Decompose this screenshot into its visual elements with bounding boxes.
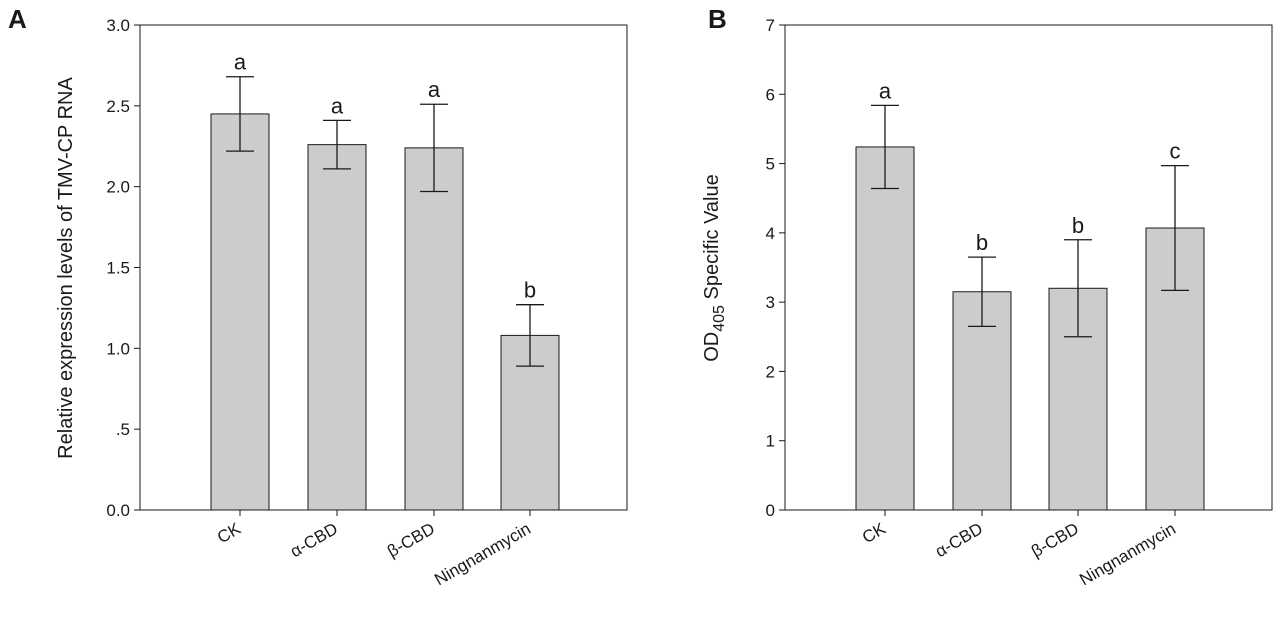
bar-1 xyxy=(210,113,270,511)
significance-letter-4: b xyxy=(524,278,536,303)
category-label-2: α-CBD xyxy=(932,519,986,561)
bar-2 xyxy=(307,144,367,511)
panel-a-bars: a CK a α-CBD a β-CBD b Ningnanmycin xyxy=(210,50,560,589)
panel-b-y-axis-title: OD405 Specific Value xyxy=(701,174,728,362)
panel-b-plot-frame xyxy=(784,24,1273,511)
y-tick-label: 1.0 xyxy=(106,339,130,358)
panel-b-y-ticks: 0 1 2 3 4 5 6 7 xyxy=(766,16,785,520)
category-label-4: Ningnanmycin xyxy=(1076,519,1179,589)
panel-b-y-axis-title-prefix: OD xyxy=(701,332,723,362)
y-tick-label: 6 xyxy=(766,85,775,104)
panel-b-bars: a CK b α-CBD b β-CBD c Ningnanmycin xyxy=(855,78,1205,589)
significance-letter-3: b xyxy=(1072,213,1084,238)
significance-letter-1: a xyxy=(879,78,892,103)
panel-b-y-axis-title-suffix: Specific Value xyxy=(701,174,723,305)
category-label-2: α-CBD xyxy=(287,519,341,561)
significance-letter-4: c xyxy=(1170,139,1181,164)
significance-letter-2: b xyxy=(976,230,988,255)
y-tick-label: 7 xyxy=(766,16,775,35)
bar-3 xyxy=(404,147,464,511)
category-label-3: β-CBD xyxy=(1028,519,1082,561)
significance-letter-2: a xyxy=(331,93,344,118)
panel-a: A Relative expression levels of TMV-CP R… xyxy=(8,4,628,589)
bar-1 xyxy=(855,146,915,511)
panel-a-y-ticks: 0.0 .5 1.0 1.5 2.0 2.5 3.0 xyxy=(106,16,140,520)
y-tick-label: 3.0 xyxy=(106,16,130,35)
panel-b-label: B xyxy=(708,4,727,34)
category-label-1: CK xyxy=(859,519,890,548)
y-tick-label: 3 xyxy=(766,293,775,312)
y-tick-label: 0.0 xyxy=(106,501,130,520)
y-tick-label: 1.5 xyxy=(106,259,130,278)
panel-b-y-axis-title-subscript: 405 xyxy=(711,305,728,332)
significance-letter-3: a xyxy=(428,77,441,102)
y-tick-label: 2 xyxy=(766,362,775,381)
category-label-4: Ningnanmycin xyxy=(431,519,534,589)
y-tick-label: 1 xyxy=(766,432,775,451)
y-tick-label: .5 xyxy=(116,420,130,439)
panel-b: B OD405 Specific Value 0 1 2 3 4 5 6 7 a CK b α-CB… xyxy=(701,4,1273,589)
bar-2 xyxy=(952,291,1012,511)
category-label-1: CK xyxy=(214,519,245,548)
panel-a-y-axis-title: Relative expression levels of TMV-CP RNA xyxy=(55,77,77,459)
category-label-3: β-CBD xyxy=(384,519,438,561)
y-tick-label: 4 xyxy=(766,224,775,243)
y-tick-label: 2.5 xyxy=(106,97,130,116)
y-tick-label: 0 xyxy=(766,501,775,520)
panel-a-label: A xyxy=(8,4,27,34)
y-tick-label: 5 xyxy=(766,155,775,174)
y-tick-label: 2.0 xyxy=(106,178,130,197)
significance-letter-1: a xyxy=(234,50,247,75)
